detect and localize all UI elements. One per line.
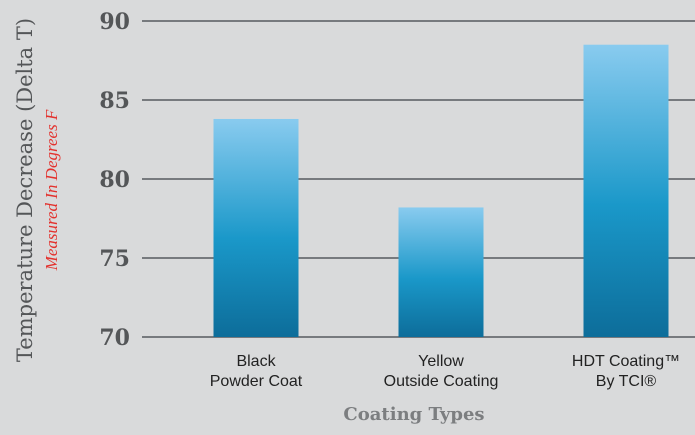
x-category-label-line2: By TCI® (596, 373, 657, 390)
y-tick-label: 85 (99, 88, 130, 114)
bars (213, 44, 669, 338)
x-category-label-line2: Powder Coat (210, 373, 303, 390)
bar (398, 207, 484, 337)
x-category-label-line1: Yellow (418, 353, 464, 370)
bar (583, 44, 669, 337)
x-category-labels: Black Powder Coat Yellow Outside Coating HDT… (210, 353, 680, 390)
y-axis-title: Temperature Decrease (Delta T) (13, 18, 37, 362)
y-tick-label: 75 (99, 246, 130, 272)
y-tick-label: 70 (99, 325, 130, 351)
x-axis-title: Coating Types (343, 404, 484, 425)
y-tick-labels: 70 75 80 85 90 (99, 9, 130, 351)
y-axis-subtitle: Measured In Degrees F (42, 109, 61, 271)
y-tick-label: 90 (99, 9, 130, 35)
x-category-label-line1: HDT Coating™ (572, 353, 680, 370)
x-category-label-line1: Black (236, 353, 276, 370)
x-category-label-line2: Outside Coating (384, 373, 499, 390)
y-tick-label: 80 (99, 167, 130, 193)
bar (213, 118, 299, 338)
